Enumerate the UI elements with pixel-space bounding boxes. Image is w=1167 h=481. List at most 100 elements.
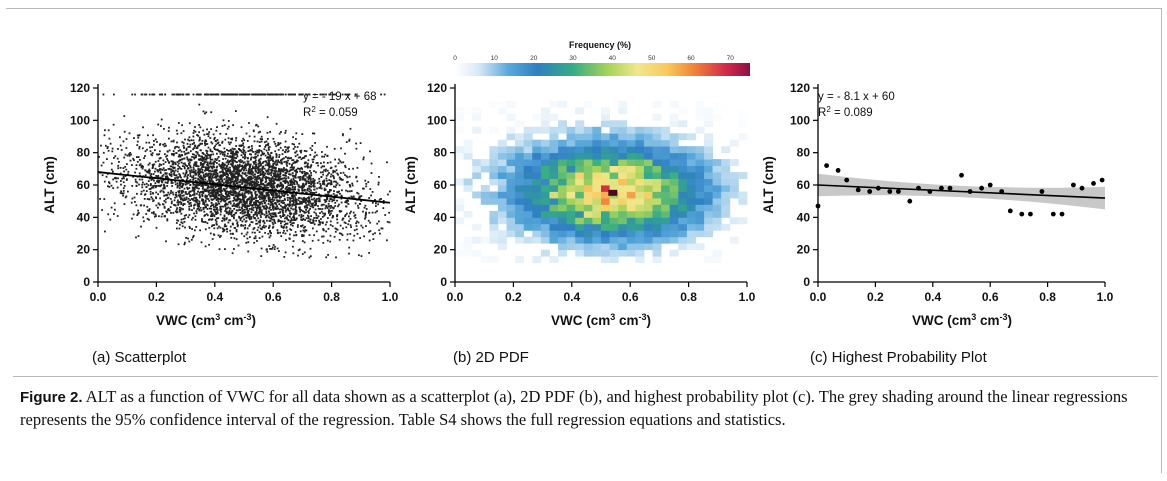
scatter-point xyxy=(349,233,352,235)
scatter-point xyxy=(302,229,305,232)
panel-a-xtick-label: 0.4 xyxy=(206,290,223,304)
scatter-point xyxy=(299,210,302,213)
scatter-point xyxy=(308,175,310,178)
scatter-point xyxy=(313,155,316,158)
scatter-point xyxy=(250,197,253,200)
heatmap-cell xyxy=(506,100,516,108)
scatter-point xyxy=(167,209,169,211)
heatmap-cell xyxy=(558,152,568,160)
scatter-point xyxy=(180,150,183,153)
scatter-point xyxy=(125,179,128,181)
scatter-point xyxy=(300,216,302,219)
scatter-point xyxy=(163,186,166,189)
scatter-point xyxy=(227,152,229,155)
scatter-point xyxy=(202,207,205,210)
scatter-point xyxy=(259,192,262,194)
heatmap-cell xyxy=(463,152,473,160)
scatter-point xyxy=(206,180,209,183)
scatter-point xyxy=(278,195,281,198)
scatter-point xyxy=(313,211,316,214)
heatmap-cell xyxy=(643,126,653,134)
scatter-point xyxy=(222,163,225,165)
scatter-point xyxy=(138,147,141,150)
heatmap-cell xyxy=(480,191,490,199)
scatter-point xyxy=(326,154,329,157)
scatter-point xyxy=(212,187,215,190)
scatter-point xyxy=(198,202,201,205)
scatter-point xyxy=(275,176,277,178)
scatter-point xyxy=(206,128,208,131)
scatter-point xyxy=(241,171,244,174)
scatter-point xyxy=(226,159,229,162)
scatter-point xyxy=(174,210,177,213)
heatmap-cell xyxy=(669,223,679,231)
scatter-point xyxy=(183,175,186,178)
scatter-point xyxy=(299,156,301,159)
heatmap-cell xyxy=(626,197,636,205)
heatmap-cell xyxy=(635,236,645,244)
scatter-point xyxy=(354,214,357,216)
scatter-point xyxy=(322,228,325,230)
scatter-point xyxy=(356,232,359,235)
scatter-point xyxy=(259,157,262,160)
scatter-point xyxy=(220,210,222,213)
scatter-point xyxy=(280,161,283,164)
heatmap-cell xyxy=(497,152,507,160)
scatter-point xyxy=(309,255,312,258)
scatter-point xyxy=(364,216,367,219)
scatter-point xyxy=(355,142,357,145)
scatter-point xyxy=(261,235,264,238)
heatmap-cell xyxy=(532,165,542,173)
scatter-point xyxy=(374,232,376,235)
scatter-point xyxy=(228,190,231,193)
scatter-point xyxy=(295,209,297,211)
scatter-point xyxy=(162,159,165,162)
scatter-point xyxy=(122,181,125,184)
scatter-point xyxy=(215,143,218,146)
scatter-point xyxy=(176,182,179,185)
scatter-point xyxy=(293,217,296,219)
scatter-point xyxy=(368,197,371,199)
scatter-point xyxy=(192,174,195,177)
scatter-point xyxy=(123,115,126,117)
scatter-point xyxy=(196,208,199,210)
scatter-point xyxy=(152,212,155,215)
scatter-point xyxy=(274,168,277,170)
scatter-point xyxy=(175,191,177,194)
scatter-point xyxy=(284,210,287,213)
scatter-point xyxy=(240,126,243,129)
scatter-point xyxy=(316,182,319,184)
scatter-point xyxy=(269,154,271,157)
scatter-point xyxy=(294,200,297,203)
scatter-point xyxy=(255,194,258,197)
heatmap-cell xyxy=(523,159,533,166)
heatmap-cell xyxy=(558,139,568,147)
scatter-point xyxy=(242,196,244,198)
scatter-point xyxy=(266,250,269,253)
scatter-point xyxy=(233,168,236,171)
scatter-point xyxy=(234,153,236,156)
scatter-point xyxy=(152,165,154,168)
scatter-point xyxy=(199,206,202,209)
scatter-point xyxy=(292,195,294,198)
scatter-point xyxy=(232,183,235,186)
scatter-point xyxy=(229,171,232,174)
scatter-point xyxy=(264,154,267,157)
scatter-point xyxy=(316,198,318,200)
scatter-point xyxy=(278,185,281,188)
scatter-point xyxy=(312,132,314,135)
scatter-point xyxy=(360,195,363,197)
scatter-point xyxy=(199,177,202,180)
scatter-point xyxy=(376,210,378,213)
scatter-point xyxy=(107,129,110,132)
scatter-point xyxy=(116,157,119,160)
scatter-point xyxy=(328,182,331,185)
heatmap-cell xyxy=(463,107,473,115)
heatmap-cell xyxy=(652,146,662,154)
scatter-point xyxy=(113,202,116,205)
scatter-point xyxy=(263,205,265,208)
scatter-point xyxy=(300,197,303,200)
scatter-point xyxy=(339,178,342,181)
scatter-point xyxy=(280,187,283,190)
scatter-point xyxy=(289,93,292,96)
